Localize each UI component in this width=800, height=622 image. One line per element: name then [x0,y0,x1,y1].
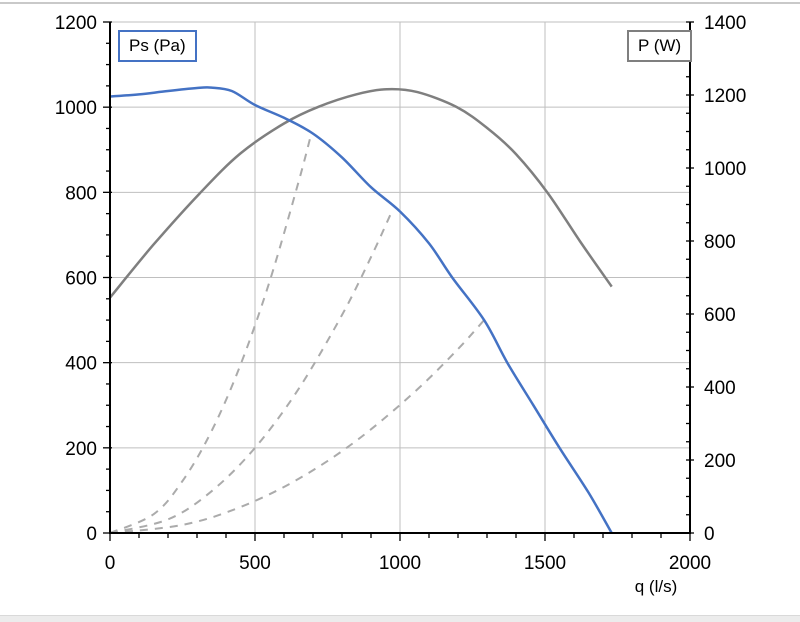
left-axis-tick-label: 400 [65,354,97,375]
left-axis-tick-label: 0 [86,524,97,545]
left-axis-tick-label: 1000 [55,98,97,119]
right-axis-tick-label: 1200 [704,86,746,107]
left-axis-tick-label: 800 [65,183,97,204]
x-axis-tick-label: 0 [105,553,116,574]
right-axis-tick-label: 200 [704,451,736,472]
x-axis-tick-label: 1000 [379,553,421,574]
bottom-border-line [0,615,800,622]
legend-p-w: P (W) [627,30,693,62]
legend-ps-pa: Ps (Pa) [118,30,197,62]
right-axis-tick-label: 0 [704,524,715,545]
curve-system-curve-middle [109,208,394,534]
right-axis-tick-label: 600 [704,305,736,326]
x-axis-title: q (l/s) [635,577,678,596]
left-axis-tick-label: 600 [65,269,97,290]
curve-p-w- [109,87,613,299]
x-axis-tick-label: 1500 [524,553,566,574]
right-axis-tick-label: 800 [704,232,736,253]
x-axis-tick-label: 500 [239,553,271,574]
top-border-line [0,2,800,4]
left-axis-tick-label: 1200 [55,13,97,34]
right-axis-tick-label: 400 [704,378,736,399]
left-axis-tick-label: 200 [65,439,97,460]
right-axis-tick-label: 1400 [704,13,746,34]
right-axis-tick-label: 1000 [704,159,746,180]
curve-system-curve-shallow [109,319,485,534]
x-axis-tick-label: 2000 [669,553,711,574]
curve-ps-pa- [109,86,613,534]
